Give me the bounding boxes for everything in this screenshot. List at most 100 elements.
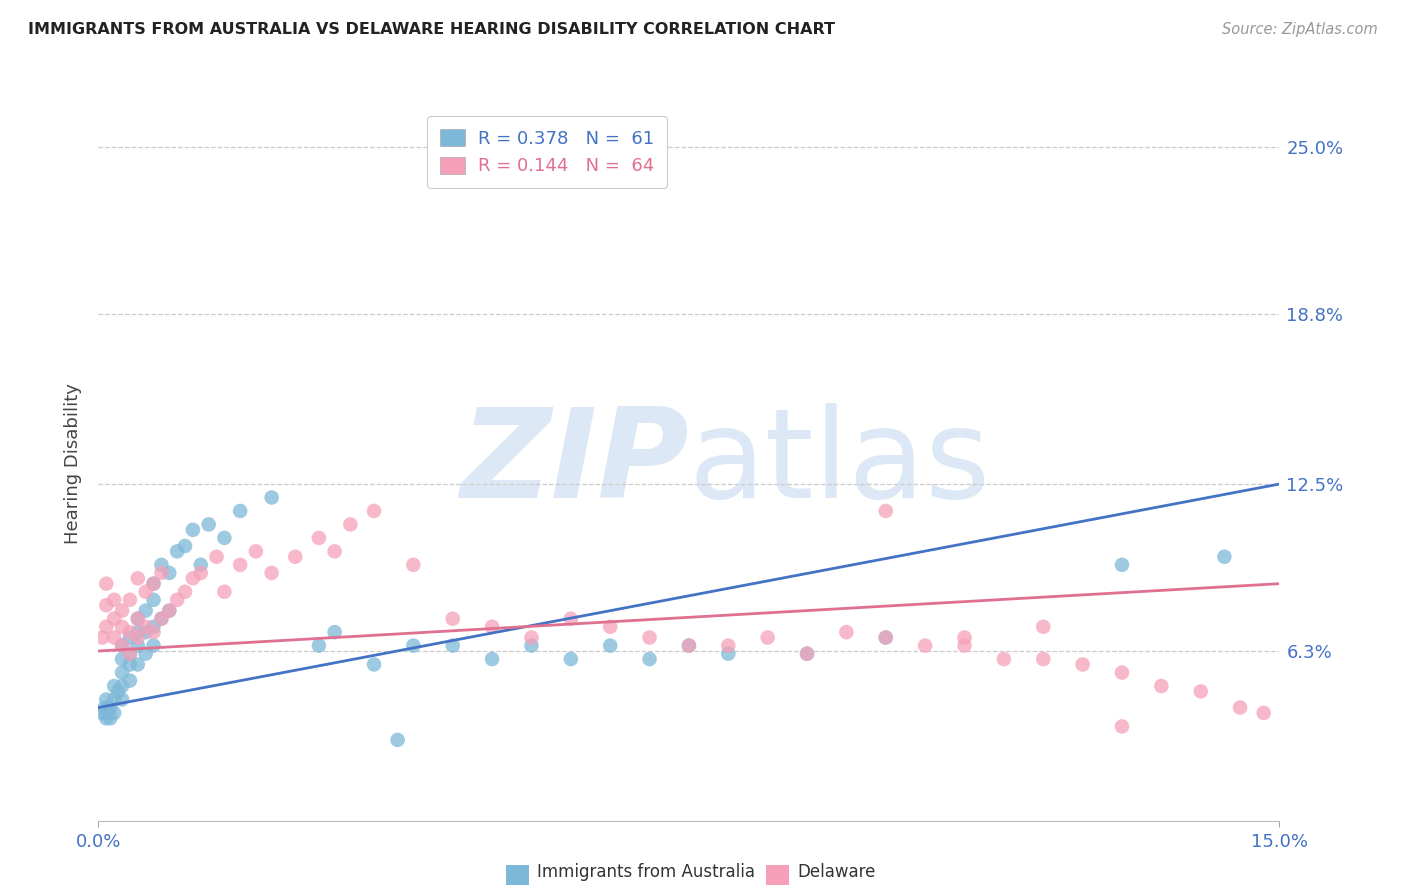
Point <box>127 631 149 645</box>
Point <box>103 612 125 626</box>
Point <box>638 652 661 666</box>
Point <box>135 584 157 599</box>
Point <box>363 657 385 672</box>
Point <box>142 576 165 591</box>
Point <box>150 612 173 626</box>
Point <box>520 639 543 653</box>
Point <box>150 612 173 626</box>
Point <box>142 625 165 640</box>
Point <box>166 592 188 607</box>
Point <box>323 625 346 640</box>
Point <box>127 657 149 672</box>
Text: Delaware: Delaware <box>797 863 876 881</box>
Point <box>111 604 134 618</box>
Point <box>111 639 134 653</box>
Point <box>914 639 936 653</box>
Point <box>1150 679 1173 693</box>
Point <box>308 531 330 545</box>
Point <box>127 571 149 585</box>
Point <box>174 584 197 599</box>
Point <box>96 576 118 591</box>
Point <box>127 612 149 626</box>
Point <box>323 544 346 558</box>
Point <box>111 620 134 634</box>
Point <box>875 631 897 645</box>
Point <box>260 491 283 505</box>
Point <box>308 639 330 653</box>
Point <box>142 639 165 653</box>
Point <box>953 639 976 653</box>
Point <box>875 504 897 518</box>
Point <box>599 620 621 634</box>
Point <box>205 549 228 564</box>
Point <box>142 620 165 634</box>
Point <box>96 711 118 725</box>
Point <box>1111 558 1133 572</box>
Point <box>229 558 252 572</box>
Point <box>150 558 173 572</box>
Point <box>796 647 818 661</box>
Point <box>402 558 425 572</box>
Point <box>363 504 385 518</box>
Point <box>835 625 858 640</box>
Point <box>118 647 141 661</box>
Point <box>1032 652 1054 666</box>
Point <box>118 657 141 672</box>
Point <box>135 620 157 634</box>
Point <box>111 679 134 693</box>
Point <box>91 706 114 720</box>
Text: ZIP: ZIP <box>460 403 689 524</box>
Point <box>118 592 141 607</box>
Point <box>481 652 503 666</box>
Point <box>1213 549 1236 564</box>
Point <box>214 584 236 599</box>
Point <box>135 647 157 661</box>
Point <box>214 531 236 545</box>
Text: atlas: atlas <box>689 403 991 524</box>
Text: Source: ZipAtlas.com: Source: ZipAtlas.com <box>1222 22 1378 37</box>
Point <box>1111 719 1133 733</box>
Point <box>107 684 129 698</box>
Point <box>96 598 118 612</box>
Point <box>678 639 700 653</box>
Point <box>118 631 141 645</box>
Point <box>229 504 252 518</box>
Point <box>150 566 173 580</box>
Point <box>96 706 118 720</box>
Point <box>98 700 121 714</box>
Point <box>441 639 464 653</box>
Point <box>111 692 134 706</box>
Point <box>181 523 204 537</box>
Point <box>91 631 114 645</box>
Point <box>135 625 157 640</box>
Point <box>103 692 125 706</box>
Point <box>260 566 283 580</box>
Point <box>284 549 307 564</box>
Point <box>875 631 897 645</box>
Point <box>190 558 212 572</box>
Point <box>111 652 134 666</box>
Point <box>96 620 118 634</box>
Point <box>339 517 361 532</box>
Point <box>96 692 118 706</box>
Point <box>560 612 582 626</box>
Point <box>118 673 141 688</box>
Point <box>111 665 134 680</box>
Point <box>181 571 204 585</box>
Point <box>103 631 125 645</box>
Point <box>142 592 165 607</box>
Point <box>103 679 125 693</box>
Point <box>1189 684 1212 698</box>
Point <box>166 544 188 558</box>
Point <box>1253 706 1275 720</box>
Point <box>111 639 134 653</box>
Point <box>157 604 180 618</box>
Point <box>993 652 1015 666</box>
Point <box>717 647 740 661</box>
Point <box>174 539 197 553</box>
Point <box>402 639 425 653</box>
Point <box>481 620 503 634</box>
Point <box>118 625 141 640</box>
Point <box>135 604 157 618</box>
Point <box>796 647 818 661</box>
